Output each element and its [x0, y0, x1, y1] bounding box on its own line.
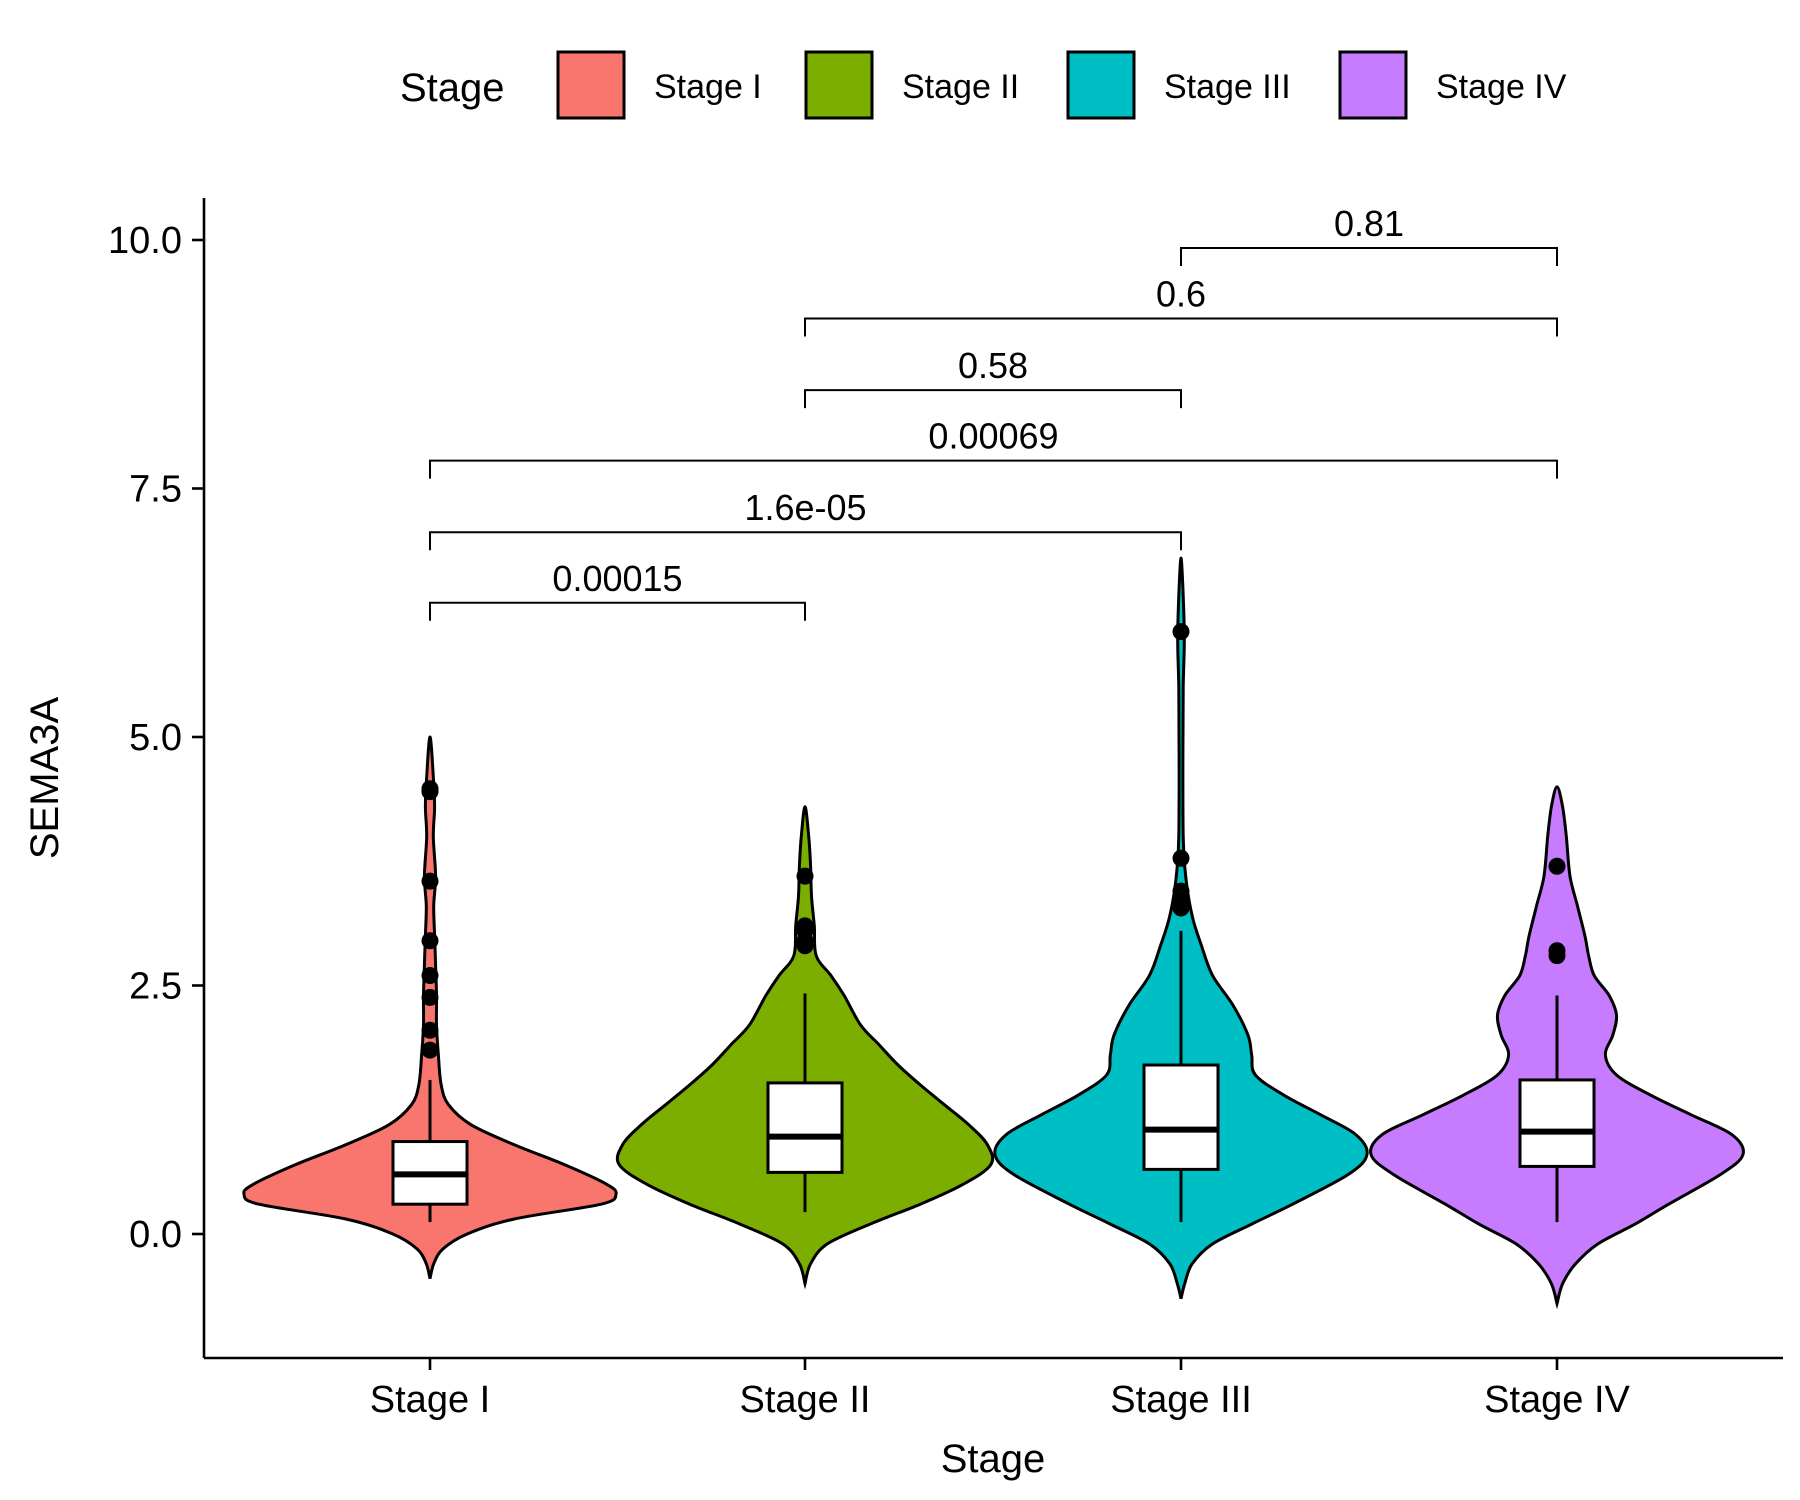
bracket-line: [429, 531, 1182, 551]
outlier-point: [796, 917, 814, 935]
outlier-point: [421, 1021, 439, 1039]
outlier-point: [1548, 857, 1566, 875]
y-axis-title: SEMA3A: [23, 697, 67, 860]
violin-group-4: [1369, 785, 1745, 1310]
box: [1142, 1063, 1220, 1171]
p-value-label: 0.6: [1156, 274, 1206, 315]
outlier-point: [1172, 623, 1190, 641]
bracket-line: [429, 601, 806, 621]
y-tick-label: 7.5: [129, 469, 182, 511]
x-tick-label: Stage III: [1110, 1379, 1252, 1421]
bracket-line: [804, 389, 1182, 409]
outlier-point: [421, 872, 439, 890]
p-value-label: 0.00015: [552, 558, 682, 599]
violin-group-2: [615, 805, 995, 1290]
outlier-point: [1172, 882, 1190, 900]
y-tick-label: 0.0: [129, 1214, 182, 1256]
comparison-bracket: 0.58: [804, 345, 1182, 409]
p-value-label: 1.6e-05: [744, 487, 866, 528]
p-value-label: 0.81: [1334, 203, 1404, 244]
legend-label: Stage IV: [1436, 68, 1567, 106]
p-value-label: 0.58: [958, 345, 1028, 386]
y-tick-label: 10.0: [108, 220, 182, 262]
bracket-line: [429, 459, 1558, 479]
outlier-point: [1172, 849, 1190, 867]
x-tick-label: Stage II: [740, 1379, 871, 1421]
comparison-bracket: 0.6: [804, 274, 1558, 337]
outlier-point: [421, 780, 439, 798]
legend-label: Stage III: [1164, 68, 1291, 106]
legend-key: [1066, 50, 1136, 120]
legend: Stage Stage I Stage II Stage III Stage IV: [400, 50, 1567, 120]
legend-item: Stage IV: [1338, 50, 1567, 120]
x-tick-label: Stage I: [370, 1379, 490, 1421]
bracket-line: [804, 317, 1558, 337]
legend-title: Stage: [400, 66, 505, 110]
x-axis-title: Stage: [941, 1437, 1046, 1481]
outlier-point: [1548, 942, 1566, 960]
outlier-point: [421, 988, 439, 1006]
box: [766, 1081, 844, 1174]
x-tick-label: Stage IV: [1484, 1379, 1630, 1421]
comparison-bracket: 0.00069: [429, 416, 1558, 479]
outlier-point: [421, 967, 439, 985]
p-value-label: 0.00069: [928, 416, 1058, 457]
violin-group-1: [242, 735, 618, 1280]
outlier-point: [421, 932, 439, 950]
legend-key: [556, 50, 626, 120]
y-tick-label: 5.0: [129, 717, 182, 759]
outlier-point: [421, 1041, 439, 1059]
comparison-bracket: 0.81: [1180, 203, 1558, 266]
box: [1518, 1078, 1596, 1168]
comparison-bracket: 1.6e-05: [429, 487, 1182, 551]
legend-label: Stage II: [902, 68, 1019, 106]
violin-body: [993, 556, 1369, 1299]
legend-key: [1338, 50, 1408, 120]
bracket-line: [1180, 246, 1558, 266]
legend-key: [804, 50, 874, 120]
legend-item: Stage III: [1066, 50, 1291, 120]
legend-item: Stage II: [804, 50, 1019, 120]
y-tick-label: 2.5: [129, 966, 182, 1008]
legend-label: Stage I: [654, 68, 762, 106]
violin-group-3: [993, 556, 1369, 1299]
violin-body: [242, 735, 618, 1280]
legend-item: Stage I: [556, 50, 762, 120]
outlier-point: [796, 867, 814, 885]
comparison-bracket: 0.00015: [429, 558, 806, 621]
